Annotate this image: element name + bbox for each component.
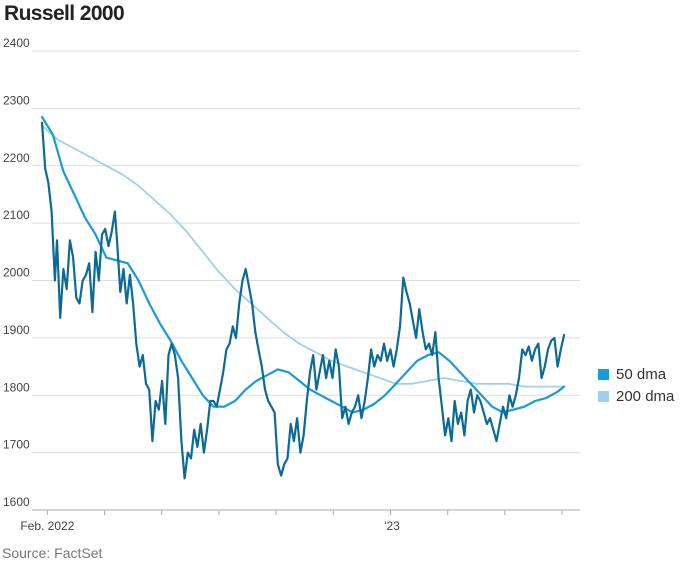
y-axis-ticks: 1600 1700 1800 1900 2000 2100 2200 2300 2400 [3, 36, 30, 509]
series-line-ma200 [41, 124, 565, 388]
legend-label-50dma: 50 dma [616, 365, 667, 383]
x-axis: Feb. 2022 '23 [20, 510, 563, 533]
y-tick-label-2400: 2400 [3, 36, 30, 50]
y-tick-label-2100: 2100 [3, 208, 30, 222]
chart-title: Russell 2000 [4, 2, 125, 25]
x-tick-label: Feb. 2022 [20, 519, 74, 533]
legend-label-200dma: 200 dma [616, 387, 675, 405]
source-note: Source: FactSet [2, 545, 103, 561]
legend-item-200dma: 200 dma [598, 385, 674, 407]
legend-swatch-200dma [598, 390, 609, 402]
y-tick-label-1600: 1600 [3, 495, 30, 509]
series-lines [40, 115, 566, 480]
y-tick-label-1900: 1900 [3, 323, 30, 337]
legend-swatch-50dma [598, 368, 609, 380]
y-tick-label-1800: 1800 [3, 380, 30, 394]
x-tick-label: '23 [384, 519, 400, 533]
series-line-price [40, 121, 566, 480]
legend-item-50dma: 50 dma [598, 363, 674, 385]
y-tick-label-2200: 2200 [3, 151, 30, 165]
series-line-ma50 [40, 115, 566, 414]
y-tick-label-2000: 2000 [3, 266, 30, 280]
y-tick-label-2300: 2300 [3, 93, 30, 107]
legend: 50 dma 200 dma [598, 363, 674, 407]
y-tick-label-1700: 1700 [3, 438, 30, 452]
gridlines [32, 50, 580, 511]
